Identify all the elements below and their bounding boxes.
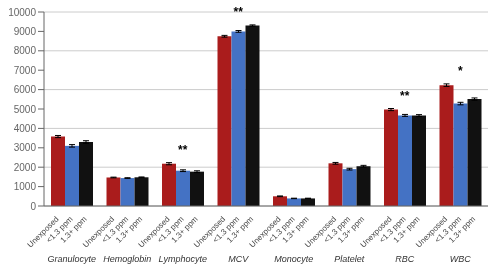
svg-text:2000: 2000 (14, 162, 37, 173)
svg-text:1.3+ ppm: 1.3+ ppm (447, 214, 477, 244)
svg-text:Platelet: Platelet (334, 254, 365, 264)
svg-text:<1.3 ppm: <1.3 ppm (266, 214, 297, 245)
svg-text:*: * (458, 64, 463, 78)
svg-text:Unexposed: Unexposed (192, 214, 228, 250)
svg-text:RBC: RBC (395, 254, 415, 264)
svg-text:1.3+ ppm: 1.3+ ppm (336, 214, 367, 245)
svg-text:9000: 9000 (14, 26, 37, 37)
svg-text:Unexposed: Unexposed (414, 214, 450, 250)
svg-text:4000: 4000 (14, 123, 37, 134)
svg-text:Unexposed: Unexposed (81, 214, 117, 250)
svg-text:7000: 7000 (14, 65, 37, 76)
svg-text:Unexposed: Unexposed (247, 214, 283, 250)
svg-text:1000: 1000 (14, 181, 37, 192)
svg-text:**: ** (234, 5, 244, 19)
svg-text:1.3+ ppm: 1.3+ ppm (169, 214, 200, 245)
svg-text:<1.3 ppm: <1.3 ppm (155, 214, 186, 245)
svg-text:<1.3 ppm: <1.3 ppm (100, 214, 131, 245)
svg-text:10000: 10000 (8, 7, 36, 18)
svg-text:6000: 6000 (14, 84, 37, 95)
svg-text:Hemoglobin: Hemoglobin (103, 254, 151, 264)
svg-text:<1.3 ppm: <1.3 ppm (433, 214, 464, 245)
svg-text:Monocyte: Monocyte (274, 254, 313, 264)
svg-text:Unexposed: Unexposed (136, 214, 172, 250)
svg-text:1.3+ ppm: 1.3+ ppm (225, 214, 256, 245)
svg-text:1.3+ ppm: 1.3+ ppm (114, 214, 145, 245)
svg-text:1.3+ ppm: 1.3+ ppm (58, 214, 89, 245)
svg-text:Unexposed: Unexposed (358, 214, 394, 250)
svg-text:**: ** (400, 89, 410, 103)
svg-text:8000: 8000 (14, 45, 37, 56)
svg-text:Unexposed: Unexposed (25, 214, 61, 250)
svg-text:1.3+ ppm: 1.3+ ppm (280, 214, 311, 245)
svg-text:1.3+ ppm: 1.3+ ppm (391, 214, 422, 245)
svg-text:MCV: MCV (228, 254, 249, 264)
svg-text:<1.3 ppm: <1.3 ppm (211, 214, 242, 245)
svg-text:Lymphocyte: Lymphocyte (159, 254, 207, 264)
svg-text:5000: 5000 (14, 104, 37, 115)
svg-text:Unexposed: Unexposed (303, 214, 339, 250)
svg-text:<1.3 ppm: <1.3 ppm (377, 214, 408, 245)
svg-text:Granulocyte: Granulocyte (47, 254, 96, 264)
svg-text:<1.3 ppm: <1.3 ppm (322, 214, 353, 245)
svg-text:<1.3 ppm: <1.3 ppm (44, 214, 75, 245)
svg-text:WBC: WBC (450, 254, 471, 264)
svg-text:**: ** (178, 143, 188, 157)
svg-text:0: 0 (30, 201, 36, 212)
svg-text:3000: 3000 (14, 142, 37, 153)
